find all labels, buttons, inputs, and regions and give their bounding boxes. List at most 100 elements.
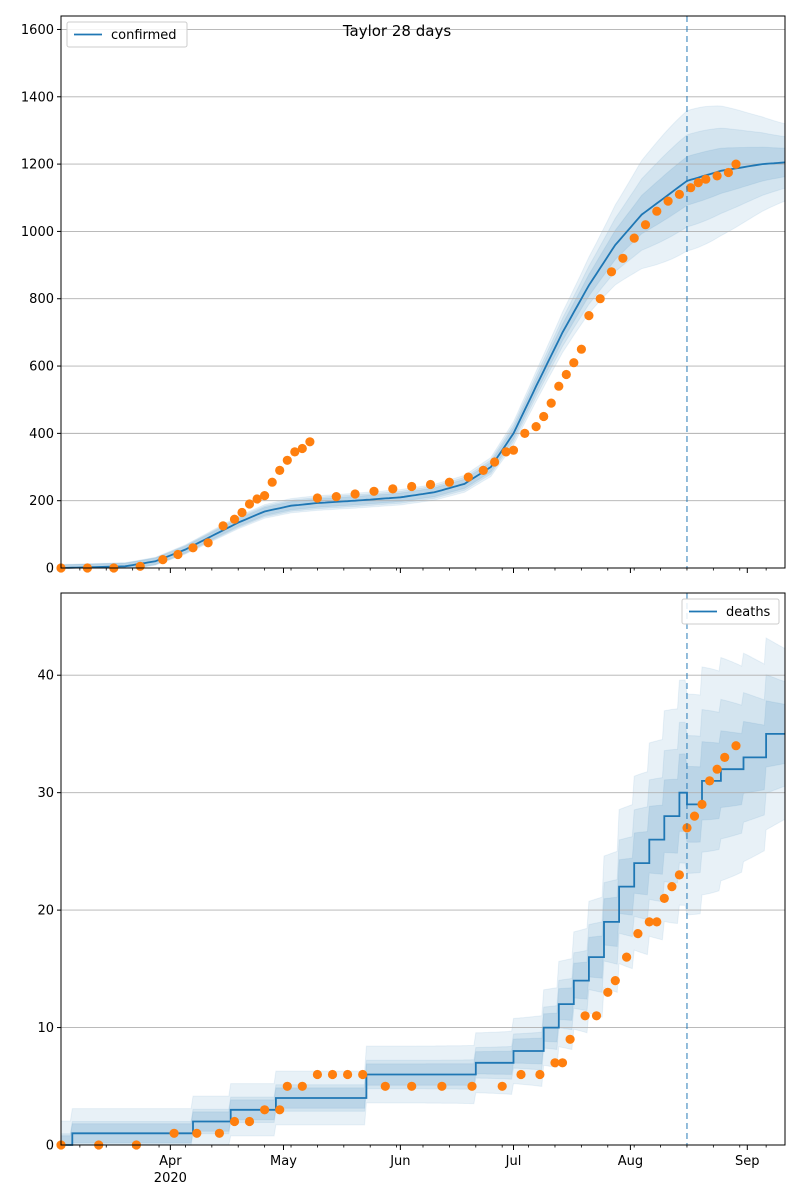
observed-point bbox=[712, 764, 722, 774]
y-tick-label: 800 bbox=[29, 292, 54, 307]
observed-point bbox=[535, 1069, 545, 1080]
observed-point bbox=[520, 428, 530, 438]
observed-point bbox=[516, 1069, 526, 1080]
observed-point bbox=[437, 1081, 447, 1091]
uncertainty-band-3 bbox=[60, 146, 786, 569]
observed-point bbox=[705, 776, 715, 786]
chart-title: Taylor 28 days bbox=[342, 22, 451, 40]
chart-panel-2: 0 10 20 30 40 Apr 2020 May Jun Jul Aug Sep deaths bbox=[37, 592, 786, 1186]
observed-point bbox=[557, 1058, 568, 1068]
observed-point bbox=[290, 447, 300, 457]
observed-point bbox=[467, 1081, 477, 1091]
observed-point bbox=[580, 1011, 590, 1021]
y-tick-label: 1600 bbox=[21, 23, 54, 38]
y-tick-label: 200 bbox=[29, 494, 54, 509]
plot-frame bbox=[60, 15, 786, 569]
observed-point bbox=[350, 489, 360, 499]
observed-point bbox=[689, 811, 700, 821]
observed-point bbox=[508, 445, 519, 455]
observed-point bbox=[652, 206, 662, 216]
observed-point bbox=[297, 443, 307, 454]
legend: deaths bbox=[681, 598, 780, 625]
observed-point bbox=[584, 311, 594, 321]
observed-point bbox=[723, 167, 734, 178]
observed-point bbox=[327, 1069, 338, 1080]
observed-point bbox=[282, 1081, 292, 1091]
observed-point bbox=[606, 267, 617, 277]
observed-point bbox=[252, 494, 262, 504]
observed-point bbox=[693, 178, 703, 188]
y-tick-label: 0 bbox=[46, 562, 54, 577]
y-tick-label: 1200 bbox=[21, 158, 54, 173]
observed-point bbox=[169, 1128, 179, 1138]
observed-point bbox=[663, 196, 673, 206]
observed-point bbox=[188, 543, 198, 553]
x-tick-label: Apr bbox=[159, 1154, 182, 1169]
observed-point bbox=[267, 477, 277, 487]
observed-point bbox=[203, 538, 213, 548]
observed-point bbox=[260, 1105, 270, 1115]
observed-point bbox=[633, 929, 643, 939]
uncertainty-bands bbox=[60, 105, 786, 569]
observed-point bbox=[697, 799, 707, 810]
observed-point bbox=[576, 344, 587, 354]
y-tick-label: 0 bbox=[46, 1139, 54, 1154]
observed-point bbox=[331, 492, 341, 502]
x-tick-label: Jul bbox=[505, 1154, 522, 1169]
observed-point bbox=[554, 381, 564, 391]
observed-point bbox=[463, 472, 473, 482]
x-tick-label: May bbox=[270, 1154, 297, 1169]
observed-point bbox=[312, 1069, 322, 1080]
observed-point bbox=[565, 1034, 575, 1044]
observed-point bbox=[591, 1011, 602, 1021]
observed-point bbox=[282, 455, 292, 465]
observed-point bbox=[686, 183, 696, 193]
observed-point bbox=[218, 521, 228, 531]
observed-point bbox=[731, 741, 741, 751]
observed-point bbox=[192, 1128, 202, 1138]
observed-point bbox=[297, 1081, 307, 1091]
observed-point bbox=[343, 1069, 353, 1080]
legend-label: deaths bbox=[726, 605, 771, 620]
observed-point bbox=[569, 358, 579, 368]
observed-point bbox=[720, 752, 730, 763]
y-tick-label: 40 bbox=[37, 669, 54, 684]
x-tick-year-label: 2020 bbox=[154, 1171, 187, 1186]
observed-points bbox=[56, 159, 741, 573]
observed-point bbox=[595, 294, 605, 304]
observed-point bbox=[701, 174, 711, 184]
observed-point bbox=[674, 870, 685, 880]
y-tick-label: 1000 bbox=[21, 225, 54, 240]
observed-point bbox=[501, 447, 511, 457]
observed-point bbox=[237, 507, 247, 518]
observed-point bbox=[618, 253, 628, 263]
observed-point bbox=[305, 437, 315, 447]
observed-point bbox=[629, 233, 639, 243]
observed-point bbox=[173, 549, 183, 560]
observed-point bbox=[358, 1069, 368, 1080]
y-tick-label: 20 bbox=[37, 904, 54, 919]
uncertainty-bands bbox=[60, 637, 786, 1146]
plot-frame bbox=[60, 592, 786, 1146]
observed-point bbox=[546, 398, 556, 408]
chart-panel-1: 0 200 400 600 800 1000 1200 1400 1600 Taylor 28 d… bbox=[21, 15, 786, 577]
observed-point bbox=[407, 481, 417, 492]
legend-box bbox=[66, 21, 188, 48]
observed-point bbox=[229, 1116, 240, 1127]
observed-point bbox=[388, 484, 398, 494]
observed-point bbox=[444, 477, 454, 487]
observed-point bbox=[158, 555, 168, 565]
observed-point bbox=[622, 952, 632, 962]
observed-point bbox=[640, 220, 651, 230]
observed-point bbox=[214, 1128, 224, 1138]
observed-point bbox=[244, 1116, 255, 1127]
observed-point bbox=[497, 1081, 507, 1091]
observed-point bbox=[652, 917, 662, 927]
observed-point bbox=[275, 1105, 285, 1115]
observed-point bbox=[561, 369, 571, 380]
observed-point bbox=[667, 882, 677, 892]
observed-point bbox=[731, 159, 741, 169]
observed-point bbox=[380, 1081, 390, 1091]
observed-point bbox=[229, 514, 240, 524]
